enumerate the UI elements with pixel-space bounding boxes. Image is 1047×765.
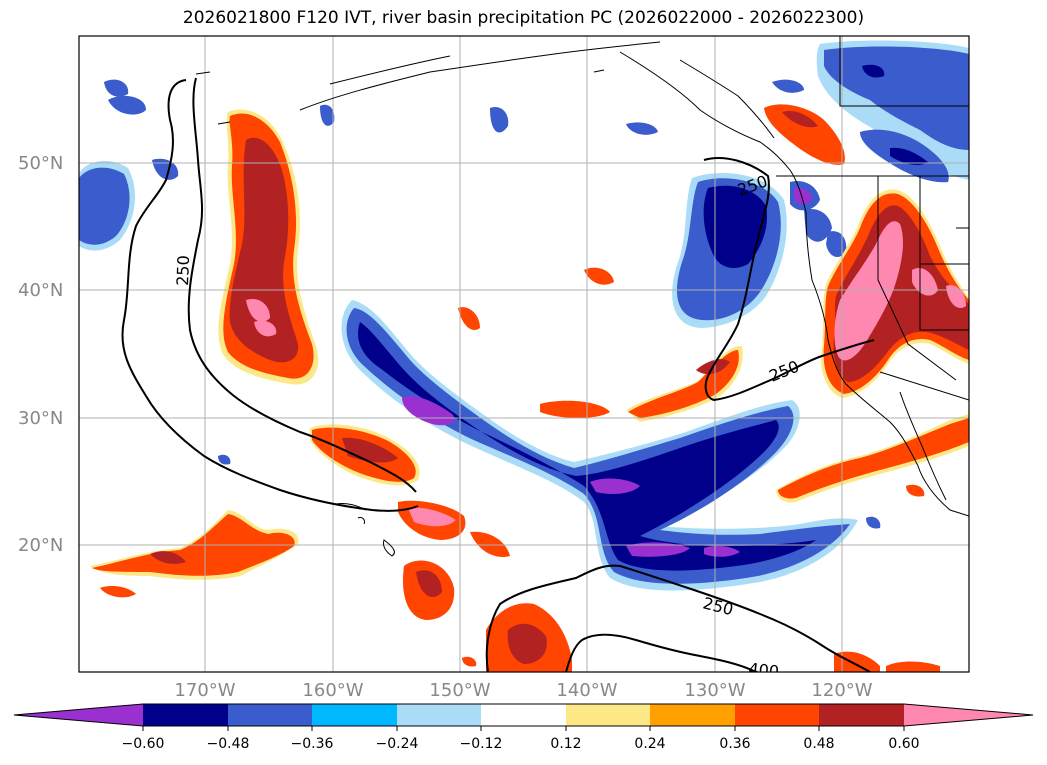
colorbar-bin	[481, 704, 566, 726]
colorbar-bin	[650, 704, 735, 726]
lon-label: 140°W	[556, 680, 618, 701]
contour-label: 250	[173, 255, 193, 286]
negative-anomaly-band	[79, 40, 969, 591]
colorbar-bin	[143, 704, 228, 726]
colorbar-tick-label: −0.48	[206, 736, 250, 752]
lat-label: 30°N	[18, 408, 64, 429]
map-frame	[78, 35, 970, 673]
lon-label: 150°W	[429, 680, 491, 701]
colorbar-tick-label: 0.36	[719, 736, 751, 752]
colorbar-bin	[819, 704, 904, 726]
colorbar-tick-label: −0.60	[121, 736, 165, 752]
colorbar-extend-low	[14, 704, 143, 726]
colorbar-bin	[228, 704, 312, 726]
colorbar-extend-high	[904, 704, 1033, 726]
colorbar-tick-label: −0.24	[375, 736, 419, 752]
colorbar-tick-label: 0.24	[634, 736, 666, 752]
colorbar-tick-label: 0.12	[550, 736, 582, 752]
positive-anomaly-fields	[90, 104, 969, 672]
colorbar-tick-label: −0.36	[290, 736, 334, 752]
colorbar-bin	[312, 704, 397, 726]
colorbar-tick-label: −0.12	[459, 736, 503, 752]
colorbar-bin	[397, 704, 481, 726]
map-title: 2026021800 F120 IVT, river basin precipi…	[182, 8, 865, 28]
colorbar-tick-label: 0.60	[888, 736, 920, 752]
map-plot-area: 250 250 250 250 400	[79, 36, 969, 681]
contour-label: 400	[748, 659, 780, 681]
lat-label: 40°N	[18, 280, 64, 301]
lat-label: 50°N	[18, 153, 64, 174]
colorbar-bin	[735, 704, 819, 726]
lon-label: 120°W	[811, 680, 873, 701]
coastlines	[195, 36, 969, 557]
ivt-contours	[121, 77, 875, 672]
graticule	[79, 36, 969, 672]
colorbar-bin	[566, 704, 650, 726]
lon-label: 170°W	[174, 680, 236, 701]
colorbar	[13, 703, 1034, 731]
lon-label: 130°W	[684, 680, 746, 701]
colorbar-tick-label: 0.48	[803, 736, 835, 752]
lat-label: 20°N	[18, 535, 64, 556]
lon-label: 160°W	[302, 680, 364, 701]
